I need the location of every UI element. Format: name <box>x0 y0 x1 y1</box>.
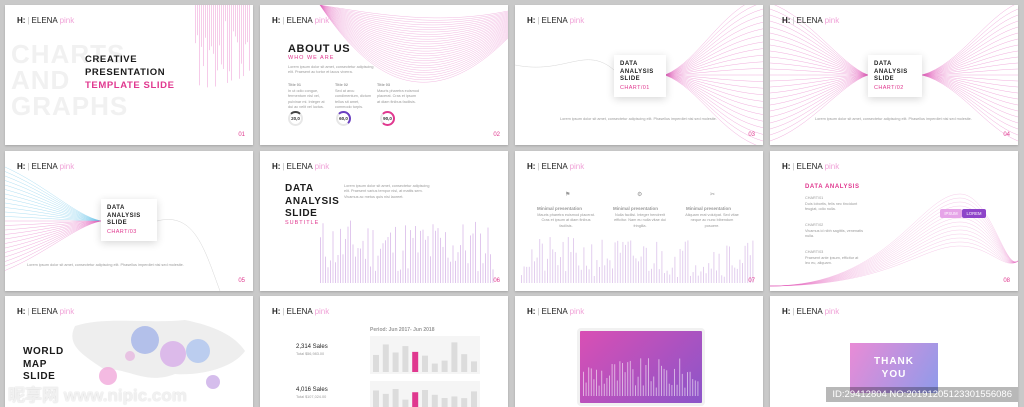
card-subtitle: CHART/02 <box>874 84 904 91</box>
title-line-2: PRESENTATION <box>85 67 166 78</box>
page-number: 01 <box>238 132 245 138</box>
page-title: DATA ANALYSIS SLIDE <box>285 183 340 219</box>
card-title: DATA ANALYSIS SLIDE <box>107 205 141 226</box>
chart-card: DATA ANALYSIS SLIDE CHART/02 <box>868 55 922 97</box>
page-number: 03 <box>748 132 755 138</box>
pill-lorem: LOREM <box>962 209 986 218</box>
col-text: Aliquam erat volutpat. Sed vitae neque a… <box>685 213 739 228</box>
page-number: 06 <box>493 278 500 284</box>
col-text: Mauris pharetra euismod placerat. Cras e… <box>377 89 419 104</box>
item-heading: CHART/01 <box>805 196 824 200</box>
title-line-1: CREATIVE <box>85 54 138 65</box>
item-text: Vivamus id nibh sagittis, venenatis null… <box>805 229 863 239</box>
page-number: 07 <box>748 278 755 284</box>
pill-ipsum: IPSUM <box>940 209 962 218</box>
item-heading: CHART/02 <box>805 223 824 227</box>
col-text: Mauris pharetra euismod placerat. Cras e… <box>537 213 595 228</box>
chart-card: DATA ANALYSIS SLIDE CHART/03 <box>101 199 157 241</box>
item-heading: CHART/03 <box>805 250 824 254</box>
slide-07[interactable]: H: | ELENA pink ⚑ ⚙ ✂ Minimal presentation… <box>515 151 763 291</box>
slide-10[interactable]: H: | ELENA pink Period: Jun 2017- Jun 2018… <box>260 296 508 407</box>
body-text: Lorem ipsum dolor sit amet, consectetur … <box>344 184 430 199</box>
intro-text: Lorem ipsum dolor sit amet, consectetur … <box>288 65 374 75</box>
card-title: DATA ANALYSIS SLIDE <box>874 61 908 82</box>
gauge-3: 90,0 <box>380 111 395 126</box>
slide-02[interactable]: H: | ELENA pink ABOUT US WHO WE ARE Lorem … <box>260 5 508 145</box>
page-title: ABOUT US <box>288 43 351 55</box>
note-text: Lorem ipsum dolor sit amet, consectetur … <box>815 117 972 121</box>
col-title: Title 02 <box>335 83 349 87</box>
slide-06[interactable]: H: | ELENA pink DATA ANALYSIS SLIDE SUBTIT… <box>260 151 508 291</box>
col-title: Title 03 <box>377 83 391 87</box>
page-title: DATA ANALYSIS <box>805 184 860 190</box>
site-watermark: 昵享网 www.nipic.com <box>8 386 187 405</box>
slide-05[interactable]: H: | ELENA pink DATA ANALYSIS SLIDE CHART/… <box>5 151 253 291</box>
title-line-3: TEMPLATE SLIDE <box>85 80 175 91</box>
col-title: Title 01 <box>288 83 302 87</box>
logo: H: | ELENA pink <box>527 16 585 25</box>
slide-11[interactable]: H: | ELENA pink <box>515 296 763 407</box>
page-number: 04 <box>1003 132 1010 138</box>
thank-you-box: THANK YOU <box>850 343 938 393</box>
bell-curves <box>770 193 1018 287</box>
logo: H: | ELENA pink <box>17 162 75 171</box>
thank-you-text: THANK YOU <box>874 356 914 380</box>
slide-01[interactable]: CHARTS AND GRAPHS H: | ELENA pink CREATIVE… <box>5 5 253 145</box>
logo: H: | ELENA pink <box>782 16 840 25</box>
page-subtitle: WHO WE ARE <box>288 55 335 61</box>
page-number: 08 <box>1003 278 1010 284</box>
stat-1: 2,314 Sales <box>296 344 328 350</box>
logo: H: | ELENA pink <box>527 162 585 171</box>
logo: H: | ELENA pink <box>272 16 330 25</box>
page-number: 02 <box>493 132 500 138</box>
note-text: Lorem ipsum dolor sit amet, consectetur … <box>560 117 717 121</box>
stat-2-sub: Total $107,024.00 <box>296 395 327 399</box>
slide-08[interactable]: H: | ELENA pink DATA ANALYSIS CHART/01 Dui… <box>770 151 1018 291</box>
col-title: Minimal presentation <box>613 206 659 211</box>
logo: H: | ELENA pink <box>527 307 585 316</box>
gauge-1: 20,0 <box>288 111 303 126</box>
note-text: Lorem ipsum dolor sit amet, consectetur … <box>27 263 184 267</box>
slide-watermark-text: CHARTS AND GRAPHS <box>11 39 129 121</box>
slide-04[interactable]: H: | ELENA pink DATA ANALYSIS SLIDE CHART/… <box>770 5 1018 145</box>
col-text: Nulla facilisi. Integer hendrerit effici… <box>614 213 666 228</box>
chart-card: DATA ANALYSIS SLIDE CHART/01 <box>614 55 666 97</box>
flag-icon: ⚑ <box>565 192 571 198</box>
stat-1-sub: Total $56,983.00 <box>296 352 325 356</box>
slide-12[interactable]: H: | ELENA pink THANK YOU <box>770 296 1018 407</box>
col-title: Minimal presentation <box>537 206 583 211</box>
card-title: DATA ANALYSIS SLIDE <box>620 61 654 82</box>
logo: H: | ELENA pink <box>272 162 330 171</box>
image-id-watermark: ID:29412804 NO:20191205123301556086 <box>826 387 1018 402</box>
page-number: 05 <box>238 278 245 284</box>
item-text: Praesent ante ipsum, efficitur at leo eu… <box>805 256 859 266</box>
logo: H: | ELENA pink <box>782 307 840 316</box>
stat-2: 4,016 Sales <box>296 387 328 393</box>
card-subtitle: CHART/03 <box>107 228 137 235</box>
slide-03[interactable]: H: | ELENA pink DATA ANALYSIS SLIDE CHART/… <box>515 5 763 145</box>
gear-icon: ⚙ <box>637 192 643 198</box>
card-subtitle: CHART/01 <box>620 84 650 91</box>
col-text: In ut odio congue, fermentum nisl vel, p… <box>288 89 325 109</box>
logo: H: | ELENA pink <box>17 16 75 25</box>
gauge-2: 60,0 <box>336 111 351 126</box>
logo: H: | ELENA pink <box>272 307 330 316</box>
tools-icon: ✂ <box>710 192 716 198</box>
col-text: Sed at arcu condimentum, dictum tellus s… <box>335 89 372 109</box>
period-label: Period: Jun 2017- Jun 2018 <box>370 327 435 333</box>
page-subtitle: SUBTITLE <box>285 220 320 226</box>
col-title: Minimal presentation <box>686 206 732 211</box>
logo: H: | ELENA pink <box>17 307 75 316</box>
laptop-screen <box>577 328 705 406</box>
page-title: WORLD MAP SLIDE <box>23 346 64 382</box>
item-text: Duis lobortis, felis nec tincidunt feugi… <box>805 202 858 212</box>
logo: H: | ELENA pink <box>782 162 840 171</box>
